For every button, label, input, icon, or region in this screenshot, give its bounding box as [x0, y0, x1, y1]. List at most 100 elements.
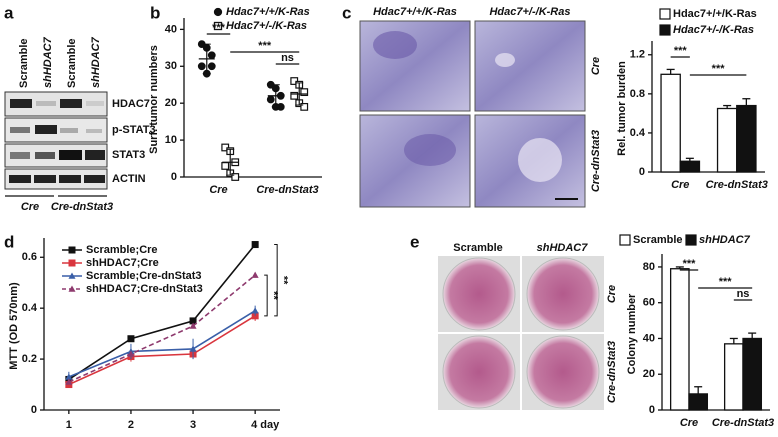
histology-images: [359, 20, 586, 208]
row-label: Cre: [590, 57, 602, 75]
x-tick-label: 4 day: [251, 419, 280, 431]
bar: [723, 343, 744, 411]
line: [68, 244, 256, 381]
legend-label: shHDAC7: [699, 234, 751, 246]
y-axis-label: Surf. tumor numbers: [148, 45, 160, 154]
x-tick-label: Cre: [680, 417, 698, 429]
legend-label: Hdac7+/-/K-Ras: [673, 24, 754, 36]
x-tick-label: Cre-dnStat3: [706, 179, 768, 191]
legend-label: Scramble;Cre-dnStat3: [86, 270, 202, 282]
x-tick-label: Cre: [209, 184, 227, 196]
y-tick-label: 0.4: [22, 302, 38, 314]
y-axis-label: Colony number: [626, 293, 638, 374]
group-label: Cre: [21, 201, 39, 213]
y-tick-label: 20: [165, 97, 177, 109]
legend-label: Scramble;Cre: [86, 244, 158, 256]
bar: [716, 107, 738, 173]
significance: ***: [712, 63, 726, 75]
line: [68, 315, 256, 386]
point: [127, 335, 135, 343]
bar: [688, 393, 709, 411]
point: [68, 246, 76, 254]
group-label: Cre-dnStat3: [51, 201, 113, 213]
significance: ***: [719, 276, 733, 288]
legend-label: shHDAC7;Cre: [86, 257, 159, 269]
x-tick-label: Cre-dnStat3: [712, 417, 774, 429]
y-axis-label: MTT (OD 570nm): [8, 282, 20, 370]
column-label: Scramble: [453, 242, 503, 254]
point: [65, 373, 73, 380]
lane-label: Scramble: [18, 38, 30, 88]
y-tick-label: 0: [649, 404, 655, 416]
panel-label: c: [342, 3, 351, 22]
blot-row-label: p-STAT3: [112, 124, 156, 136]
point: [189, 322, 197, 329]
legend-label: Hdac7+/+/K-Ras: [226, 6, 310, 18]
blot-row-label: STAT3: [112, 149, 145, 161]
y-tick-label: 40: [643, 332, 655, 344]
y-tick-label: 0: [639, 166, 645, 178]
column-label: shHDAC7: [537, 242, 589, 254]
x-tick-label: Cre: [671, 179, 689, 191]
bar: [736, 104, 757, 173]
row-label: Cre-dnStat3: [606, 341, 618, 403]
lane-label: Scramble: [66, 38, 78, 88]
legend-swatch: [685, 234, 697, 246]
bracket: [264, 274, 268, 317]
y-tick-label: 1.2: [630, 49, 645, 61]
point: [231, 173, 240, 181]
panel-label: e: [410, 232, 419, 251]
y-axis-label: Rel. tumor burden: [616, 61, 628, 156]
panel-label: d: [4, 232, 14, 251]
legend-label: Scramble: [633, 234, 683, 246]
point: [68, 272, 76, 279]
point: [290, 91, 299, 100]
point: [251, 307, 259, 314]
row-label: Cre: [606, 285, 618, 303]
blot-row-label: HDAC7: [112, 98, 150, 110]
point: [68, 259, 76, 267]
point: [251, 271, 259, 278]
point: [213, 21, 223, 31]
column-label: Hdac7+/+/K-Ras: [373, 6, 457, 18]
y-tick-label: 80: [643, 261, 655, 273]
point: [127, 350, 135, 357]
line: [68, 310, 256, 378]
bracket: [274, 244, 278, 317]
legend-label: Hdac7+/+/K-Ras: [673, 8, 757, 20]
significance: ***: [212, 22, 226, 34]
bar: [742, 337, 763, 411]
legend-label: Hdac7+/-/K-Ras: [226, 20, 307, 32]
significance: ***: [683, 258, 697, 270]
legend-label: shHDAC7;Cre-dnStat3: [86, 283, 203, 295]
y-tick-label: 0.6: [22, 251, 37, 263]
panel-label: a: [4, 3, 14, 22]
dot: [197, 62, 206, 71]
y-tick-label: 10: [165, 134, 177, 146]
blot-row-label: ACTIN: [112, 173, 146, 185]
significance: ***: [674, 45, 688, 57]
y-tick-label: 0: [31, 404, 37, 416]
panel-label: b: [150, 3, 160, 22]
dot: [266, 95, 275, 104]
legend-swatch: [659, 8, 671, 20]
point: [65, 378, 73, 385]
significance: ns: [281, 52, 294, 64]
dot: [207, 62, 216, 71]
dot: [207, 51, 216, 60]
lane-label: shHDAC7: [90, 36, 102, 88]
point: [68, 285, 76, 292]
significance: ns: [737, 288, 750, 300]
row-label: Cre-dnStat3: [590, 130, 602, 192]
point: [189, 345, 197, 352]
significance: ***: [258, 40, 272, 52]
significance: **: [277, 276, 289, 285]
dot: [213, 7, 223, 17]
plate-images: [438, 256, 604, 410]
x-tick-label: 3: [190, 419, 196, 431]
legend-swatch: [619, 234, 631, 246]
blot: [4, 91, 108, 190]
point: [251, 241, 259, 249]
